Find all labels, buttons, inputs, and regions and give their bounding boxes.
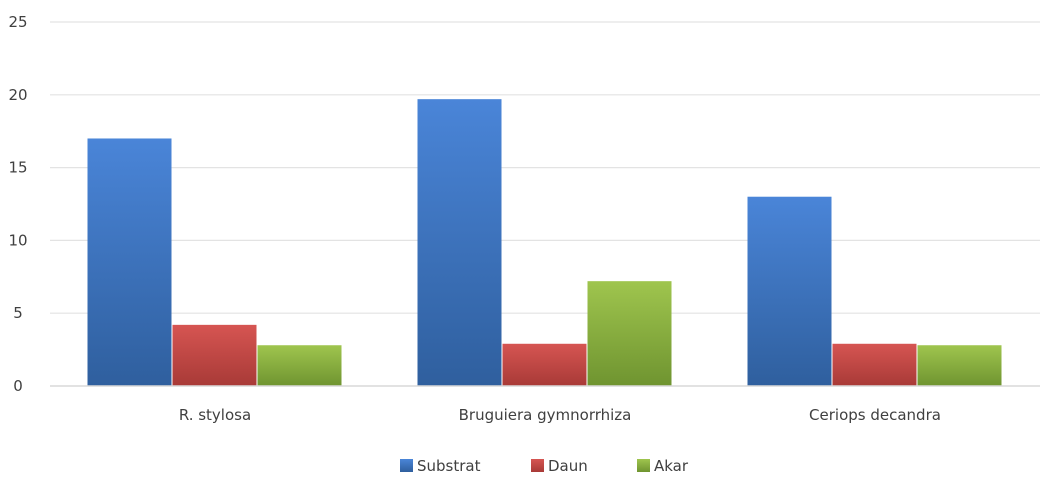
y-tick-label: 0 — [13, 377, 23, 395]
legend-swatch-akar — [637, 459, 650, 472]
bar-substrat-1 — [417, 99, 502, 386]
x-category-label: Ceriops decandra — [809, 406, 941, 424]
y-tick-label: 5 — [13, 304, 23, 322]
legend-swatch-substrat — [400, 459, 413, 472]
bar-substrat-0 — [87, 138, 172, 386]
legend-label-akar: Akar — [654, 457, 689, 475]
bars — [87, 99, 1002, 386]
bar-akar-1 — [587, 281, 672, 386]
x-category-label: R. stylosa — [179, 406, 251, 424]
legend-label-substrat: Substrat — [417, 457, 481, 475]
x-category-label: Bruguiera gymnorrhiza — [459, 406, 632, 424]
bar-akar-0 — [257, 345, 342, 386]
gridlines — [50, 21, 1040, 314]
x-axis-categories: R. stylosa Bruguiera gymnorrhiza Ceriops d… — [179, 406, 941, 424]
bar-daun-0 — [172, 324, 257, 386]
bar-akar-2 — [917, 345, 1002, 386]
y-tick-label: 25 — [8, 13, 27, 31]
legend-label-daun: Daun — [548, 457, 588, 475]
y-tick-label: 10 — [8, 231, 27, 249]
bar-substrat-2 — [747, 196, 832, 386]
legend-swatch-daun — [531, 459, 544, 472]
y-tick-label: 20 — [8, 86, 27, 104]
y-axis-ticks: 0 5 10 15 20 25 — [8, 13, 27, 395]
bar-daun-2 — [832, 343, 917, 386]
y-tick-label: 15 — [8, 159, 27, 177]
legend: Substrat Daun Akar — [400, 457, 689, 475]
bar-daun-1 — [502, 343, 587, 386]
